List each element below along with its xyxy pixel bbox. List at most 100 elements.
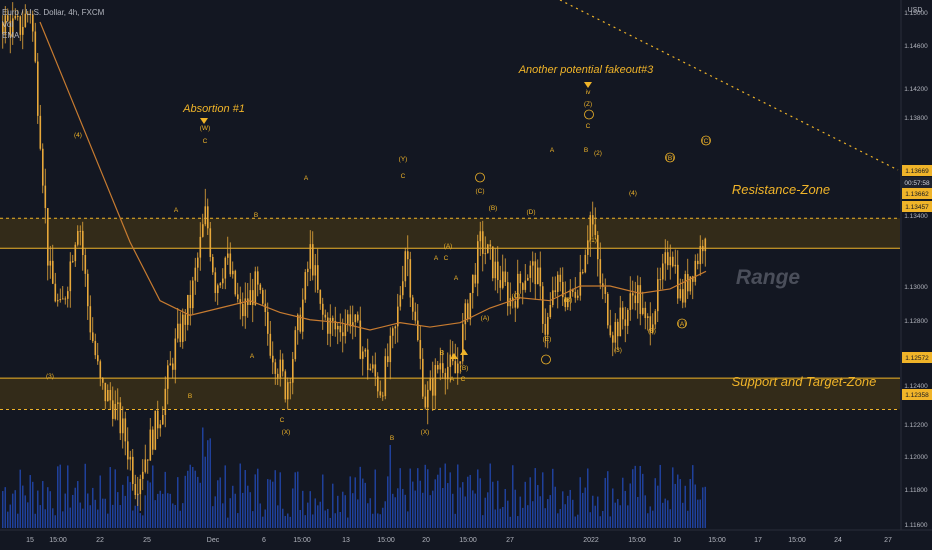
candle-body — [302, 299, 304, 332]
volume-bar — [617, 499, 619, 528]
volume-bar — [29, 475, 31, 528]
volume-bar — [517, 516, 519, 528]
time-tick-label: 6 — [262, 537, 266, 544]
volume-bar — [242, 492, 244, 528]
volume-bar — [404, 494, 406, 528]
ema-indicator-label[interactable]: EMA — [2, 31, 20, 40]
zone-lower-bottom-tag: 1.12358 — [905, 392, 929, 399]
volume-bar — [409, 468, 411, 528]
price-tick-label: 1.12400 — [904, 383, 928, 390]
volume-bar — [14, 490, 16, 528]
volume-bar — [512, 465, 514, 528]
candle-body — [582, 272, 584, 274]
time-tick-label: 17 — [754, 537, 762, 544]
candle-body — [272, 355, 274, 363]
candle-body — [284, 371, 287, 400]
candle-body — [574, 291, 577, 298]
candle-body — [679, 289, 682, 299]
volume-bar — [252, 511, 254, 528]
volume-bar — [294, 472, 296, 528]
candle-body — [462, 324, 464, 362]
candle-body — [347, 314, 349, 324]
candle-body — [522, 283, 524, 290]
candle-body — [214, 272, 217, 294]
candle-body — [449, 354, 452, 367]
candle-body — [394, 326, 397, 329]
candle-body — [167, 365, 169, 389]
candle-body — [684, 274, 687, 303]
candle-body — [494, 261, 497, 279]
volume-bar — [192, 467, 194, 528]
volume-bar — [139, 513, 141, 528]
volume-bar — [437, 474, 439, 528]
volume-bar — [164, 471, 166, 528]
volume-bar — [87, 493, 89, 528]
time-tick-label: 15:00 — [377, 537, 395, 544]
volume-bar — [589, 512, 591, 528]
candle-body — [54, 283, 57, 302]
candle-body — [217, 285, 219, 294]
candle-body — [642, 307, 644, 314]
candle-body — [424, 396, 427, 408]
volume-bar — [527, 505, 529, 528]
volume-bar — [72, 494, 74, 528]
volume-bar — [452, 493, 454, 528]
candle-body — [662, 263, 664, 280]
candle-body — [77, 231, 79, 245]
candle-body — [364, 349, 367, 352]
last-price-tag-box — [902, 165, 932, 176]
candle-body — [194, 267, 197, 281]
candle-body — [559, 274, 562, 282]
wave-label: (B) — [489, 205, 498, 212]
candle-body — [14, 15, 17, 19]
candle-body — [132, 456, 134, 484]
volume-bar — [699, 499, 701, 528]
candle-body — [317, 265, 319, 290]
candle-body — [667, 252, 669, 266]
volume-bar — [262, 516, 264, 528]
candle-body — [669, 256, 672, 266]
wave-label: (A) — [678, 321, 687, 328]
candle-body — [409, 259, 412, 298]
time-tick-label: 10 — [673, 537, 681, 544]
wave-label: A — [304, 175, 309, 182]
volume-bar — [444, 463, 446, 528]
candle-body — [392, 328, 394, 336]
candle-body — [199, 236, 202, 258]
volume-bar — [342, 491, 344, 528]
wave-label: C — [280, 417, 285, 424]
wave-label: (B) — [564, 297, 573, 304]
volume-bar — [462, 482, 464, 528]
candle-body — [699, 245, 702, 265]
candle-body — [92, 332, 94, 342]
volume-indicator-label[interactable]: Vol — [2, 20, 14, 29]
time-tick-label: 15:00 — [788, 537, 806, 544]
price-tick-label: 1.13800 — [904, 115, 928, 122]
volume-bar — [692, 465, 694, 528]
volume-bar — [584, 487, 586, 528]
zone-upper-bottom-tag-box — [902, 201, 932, 212]
volume-bar — [417, 468, 419, 528]
volume-bar — [429, 495, 431, 528]
volume-bar — [279, 472, 281, 528]
volume-bar — [364, 482, 366, 528]
candle-body — [339, 325, 342, 333]
support-zone-box — [0, 378, 900, 410]
volume-bar — [642, 473, 644, 528]
candle-body — [74, 244, 77, 262]
candle-body — [12, 18, 14, 38]
wave-label: (C) — [511, 293, 520, 300]
volume-bar — [249, 492, 251, 528]
volume-bar — [447, 483, 449, 528]
wave-label: (3) — [614, 347, 622, 354]
volume-bar — [352, 493, 354, 528]
candle-body — [107, 389, 109, 402]
candle-body — [572, 289, 574, 292]
price-tick-label: 1.11800 — [904, 487, 927, 494]
candle-body — [479, 231, 482, 242]
candle-body — [629, 293, 632, 310]
volume-bar — [224, 465, 226, 528]
bar-countdown-tag-box — [902, 177, 932, 188]
wave-label-circle — [701, 135, 711, 146]
